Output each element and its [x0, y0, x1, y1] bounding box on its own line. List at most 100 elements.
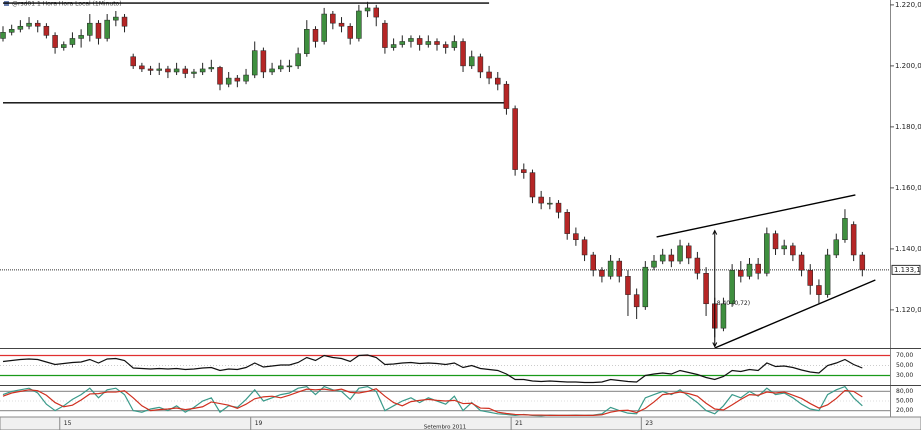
candle-body: [555, 202, 562, 213]
candle-body: [61, 44, 67, 48]
x-tick-label: 23: [645, 420, 653, 427]
candle-body: [685, 245, 692, 259]
candle-body: [408, 38, 414, 42]
y-tick-label: 50,00: [896, 398, 913, 405]
candle-body: [486, 71, 492, 79]
candle-body: [746, 263, 753, 277]
candle-body: [590, 254, 596, 271]
candle-body: [850, 224, 857, 256]
y-tick-label: 70,00: [896, 352, 913, 359]
candle-body: [451, 41, 458, 48]
candle-body: [755, 263, 761, 274]
candle-body: [34, 22, 41, 27]
candle-body: [139, 65, 145, 70]
y-tick-label: 1.220,00: [895, 1, 921, 9]
candle-body: [503, 83, 510, 109]
candle-body: [564, 212, 570, 234]
candle-body: [43, 25, 50, 36]
candle-body: [425, 41, 432, 45]
measure-arrowhead: [712, 229, 718, 235]
candle-body: [816, 285, 822, 295]
candle-body: [0, 32, 6, 39]
candle-body: [260, 50, 267, 73]
candle-body: [790, 245, 796, 256]
candle-body: [26, 22, 32, 27]
candle-body: [364, 7, 371, 12]
candle-body: [651, 260, 657, 268]
candle-body: [807, 269, 813, 286]
x-axis-label: Setembro 2011: [424, 425, 467, 430]
y-tick-label: 50,00: [896, 362, 913, 369]
candle-body: [599, 269, 605, 277]
candle-body: [278, 65, 284, 70]
last-price-box: [891, 264, 921, 275]
candle-body: [625, 276, 631, 295]
y-tick-label: 1.120,00: [895, 306, 921, 314]
candle-body: [8, 29, 15, 33]
candle-body: [390, 44, 397, 48]
candle-body: [208, 67, 215, 70]
candle-body: [781, 245, 787, 250]
candle-body: [78, 35, 84, 39]
candle-body: [182, 68, 189, 74]
candle-body: [69, 38, 76, 45]
candle-body: [347, 25, 353, 39]
candle-body: [356, 10, 362, 39]
trendline: [656, 194, 856, 238]
candle-body: [738, 269, 744, 277]
time-axis-bar: [0, 416, 921, 430]
candle-body: [573, 233, 579, 240]
candle-body: [312, 29, 319, 42]
candle-body: [330, 13, 336, 24]
candle-body: [859, 254, 866, 271]
candle-body: [338, 22, 345, 27]
measure-arrowhead: [712, 342, 718, 348]
candle-body: [764, 233, 770, 274]
candle-body: [703, 273, 709, 305]
candle-body: [199, 68, 206, 73]
candle-body: [824, 254, 831, 295]
candle-body: [243, 74, 249, 82]
candle-body: [286, 65, 293, 68]
candle-body: [581, 239, 588, 256]
candle-body: [677, 245, 683, 262]
candle-body: [234, 77, 241, 82]
y-tick-label: 1.140,00: [895, 245, 921, 253]
candle-body: [95, 22, 102, 39]
candle-body: [52, 35, 58, 48]
candle-body: [633, 294, 640, 308]
candle-body: [668, 254, 675, 262]
candle-body: [217, 67, 223, 85]
candle-body: [616, 260, 623, 277]
candle-body: [399, 41, 406, 45]
x-tick-label: 21: [515, 420, 523, 427]
candle-body: [729, 269, 735, 305]
candle-body: [373, 7, 379, 18]
candle-body: [156, 68, 162, 71]
y-tick-label: 1.180,00: [895, 123, 921, 131]
candle-body: [191, 71, 197, 74]
candle-body: [147, 68, 154, 71]
candle-body: [442, 44, 449, 48]
candle-body: [529, 172, 536, 198]
candle-body: [495, 77, 501, 85]
candle-body: [173, 68, 180, 73]
candle-body: [512, 108, 518, 170]
candle-body: [842, 218, 848, 240]
candle-body: [547, 202, 553, 205]
candle-body: [87, 22, 93, 36]
y-tick-label: 1.200,00: [895, 62, 921, 70]
y-tick-label: 80,00: [896, 388, 913, 395]
chart-title: @rsd01 1 Hora Hora Local (1Minuto): [12, 1, 122, 8]
candle-body: [538, 196, 544, 204]
x-tick-label: 15: [64, 420, 72, 427]
candle-body: [434, 41, 440, 45]
candle-body: [477, 56, 484, 73]
measure-label: 8,40 (0,72): [717, 300, 750, 307]
candle-body: [295, 53, 301, 67]
candle-body: [304, 29, 310, 54]
candle-body: [833, 239, 840, 256]
